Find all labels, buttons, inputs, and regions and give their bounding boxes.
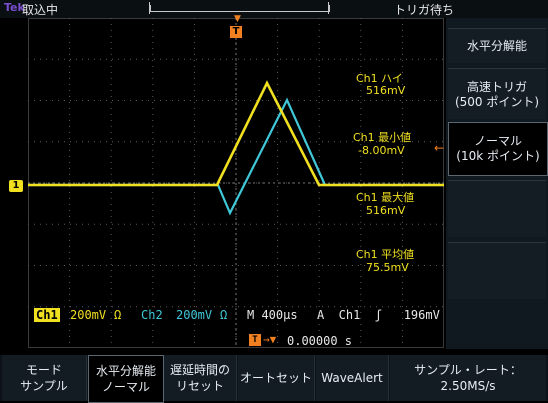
trigger-pos-arrow-icon: →▼	[263, 333, 277, 346]
meas-ch1-max-value: 516mV	[366, 204, 406, 217]
wavealert-button[interactable]: WaveAlert	[316, 355, 389, 401]
side-menu: 水平分解能 高速トリガ (500 ポイント) ノーマル (10k ポイント)	[446, 18, 548, 349]
status-bar: Tek 取込中 トリガ待ち	[0, 0, 548, 18]
meas-ch1-high-value: 516mV	[366, 84, 406, 97]
trigger-level-arrow-icon: ←	[434, 141, 445, 155]
fast-trigger-button[interactable]: 高速トリガ (500 ポイント)	[448, 68, 546, 119]
trigger-arrow-icon: ▼	[234, 14, 241, 24]
ch1-impedance: Ω	[114, 308, 122, 322]
normal-resolution-button[interactable]: ノーマル (10k ポイント)	[448, 122, 548, 176]
waveform-svg	[28, 18, 444, 348]
trigger-pos-readout: 0.00000 s	[287, 334, 353, 348]
ch2-impedance: Ω	[220, 308, 228, 322]
sample-rate-button[interactable]: サンプル・レート： 2.50MS/s	[390, 355, 546, 401]
horizontal-resolution-button[interactable]: 水平分解能 ノーマル	[88, 355, 164, 403]
ch2-scale: 200mV	[176, 308, 213, 322]
autoset-button[interactable]: オートセット	[238, 355, 315, 401]
side-menu-slot-5[interactable]	[448, 242, 546, 299]
mode-button[interactable]: モード サンプル	[2, 355, 87, 401]
record-bracket-right	[328, 2, 329, 14]
ch1-scale: 200mV	[70, 308, 107, 322]
meas-ch1-max-label: Ch1 最大値	[356, 191, 415, 204]
ch1-ground-marker[interactable]: 1	[9, 180, 23, 192]
reset-delay-button[interactable]: 遅延時間の リセット	[164, 355, 237, 401]
waveform-display	[28, 18, 444, 348]
brand-logo: Tek	[4, 1, 25, 14]
record-length-indicator	[150, 5, 330, 12]
meas-ch1-high-label: Ch1 ハイ	[356, 72, 403, 85]
meas-ch1-min-value: -8.00mV	[358, 144, 405, 157]
meas-ch1-mean-label: Ch1 平均値	[356, 248, 415, 261]
timebase-readout: M 400μs	[247, 308, 298, 322]
trigger-pos-icon: T	[249, 334, 261, 346]
meas-ch1-mean-value: 75.5mV	[366, 261, 409, 274]
trigger-position-marker[interactable]: T	[230, 26, 242, 38]
side-menu-slot-4[interactable]	[448, 180, 546, 237]
ch2-tag: Ch2	[141, 308, 163, 322]
meas-ch1-min-label: Ch1 最小値	[353, 131, 412, 144]
bottom-menu: モード サンプル 水平分解能 ノーマル 遅延時間の リセット オートセット Wa…	[0, 355, 548, 403]
acquisition-status: 取込中	[22, 3, 59, 17]
trigger-readout: A Ch1 ʃ 196mV	[317, 308, 440, 322]
trigger-status: トリガ待ち	[394, 3, 455, 17]
record-bracket-left	[149, 2, 150, 14]
ch1-tag: Ch1	[34, 308, 60, 322]
side-menu-title: 水平分解能	[448, 28, 546, 63]
readout-bar: Ch1 200mV Ω Ch2 200mV Ω M 400μs A Ch1 ʃ …	[28, 304, 444, 348]
ch1-waveform	[28, 80, 444, 187]
